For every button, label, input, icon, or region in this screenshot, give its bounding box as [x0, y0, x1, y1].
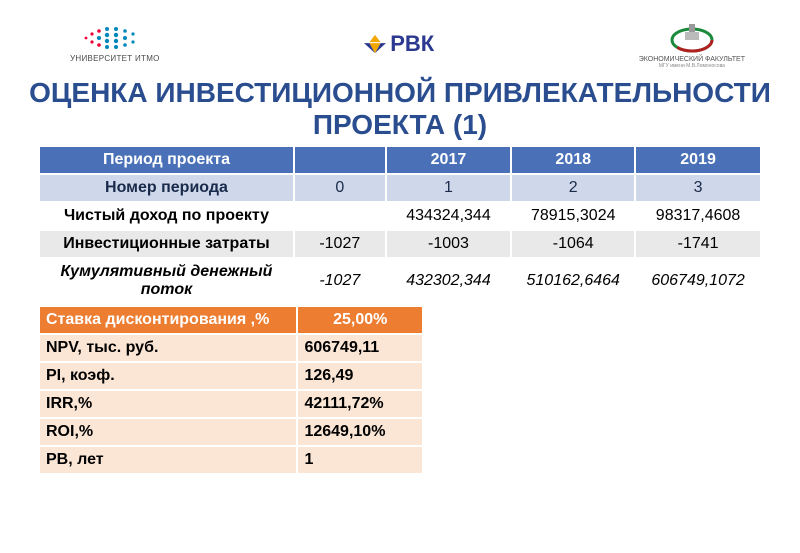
- netincome-3: 98317,4608: [635, 202, 761, 230]
- pi-value: 126,49: [297, 362, 423, 390]
- netincome-1: 434324,344: [386, 202, 512, 230]
- rvk-label: РВК: [390, 31, 434, 57]
- msu-sublabel: МГУ имени М.В.Ломоносова: [659, 63, 725, 69]
- cumcash-1: 432302,344: [386, 258, 512, 304]
- row-irr-label: IRR,%: [39, 390, 297, 418]
- netincome-0: [294, 202, 386, 230]
- metrics-table: Ставка дисконтирования ,% 25,00% NPV, ты…: [38, 305, 424, 475]
- hdr-period-label: Период проекта: [39, 146, 294, 174]
- cumcash-2: 510162,6464: [511, 258, 635, 304]
- netincome-2: 78915,3024: [511, 202, 635, 230]
- itmo-dots-icon: [80, 24, 150, 52]
- row-cumcash-label: Кумулятивный денежный поток: [39, 258, 294, 304]
- periodnum-0: 0: [294, 174, 386, 202]
- investcost-0: -1027: [294, 230, 386, 258]
- row-discountrate-label: Ставка дисконтирования ,%: [39, 306, 297, 334]
- irr-value: 42111,72%: [297, 390, 423, 418]
- roi-value: 12649,10%: [297, 418, 423, 446]
- row-netincome-label: Чистый доход по проекту: [39, 202, 294, 230]
- itmo-label: УНИВЕРСИТЕТ ИТМО: [70, 54, 160, 63]
- pb-value: 1: [297, 446, 423, 474]
- hdr-2017: 2017: [386, 146, 512, 174]
- investcost-2: -1064: [511, 230, 635, 258]
- npv-value: 606749,11: [297, 334, 423, 362]
- investment-table: Период проекта 2017 2018 2019 Номер пери…: [38, 145, 762, 305]
- hdr-2018: 2018: [511, 146, 635, 174]
- rvk-logo: РВК: [364, 31, 434, 57]
- periodnum-2: 2: [511, 174, 635, 202]
- periodnum-3: 3: [635, 174, 761, 202]
- itmo-logo: УНИВЕРСИТЕТ ИТМО: [70, 24, 160, 63]
- msu-logo: ЭКОНОМИЧЕСКИЙ ФАКУЛЬТЕТ МГУ имени М.В.Ло…: [639, 18, 745, 69]
- row-investcost-label: Инвестиционные затраты: [39, 230, 294, 258]
- row-pb-label: PB, лет: [39, 446, 297, 474]
- msu-label: ЭКОНОМИЧЕСКИЙ ФАКУЛЬТЕТ: [639, 56, 745, 63]
- row-roi-label: ROI,%: [39, 418, 297, 446]
- row-pi-label: PI, коэф.: [39, 362, 297, 390]
- row-periodnum-label: Номер периода: [39, 174, 294, 202]
- hdr-2019: 2019: [635, 146, 761, 174]
- investcost-1: -1003: [386, 230, 512, 258]
- cumcash-3: 606749,1072: [635, 258, 761, 304]
- rvk-icon: [364, 33, 386, 55]
- row-npv-label: NPV, тыс. руб.: [39, 334, 297, 362]
- cumcash-0: -1027: [294, 258, 386, 304]
- hdr-blank: [294, 146, 386, 174]
- slide-title: ОЦЕНКА ИНВЕСТИЦИОННОЙ ПРИВЛЕКАТЕЛЬНОСТИ …: [0, 77, 800, 141]
- discountrate-value: 25,00%: [297, 306, 423, 334]
- msu-ring-icon: [669, 18, 715, 54]
- logo-bar: УНИВЕРСИТЕТ ИТМО РВК ЭКОНОМИЧЕСКИЙ ФАКУЛ…: [0, 0, 800, 77]
- periodnum-1: 1: [386, 174, 512, 202]
- investcost-3: -1741: [635, 230, 761, 258]
